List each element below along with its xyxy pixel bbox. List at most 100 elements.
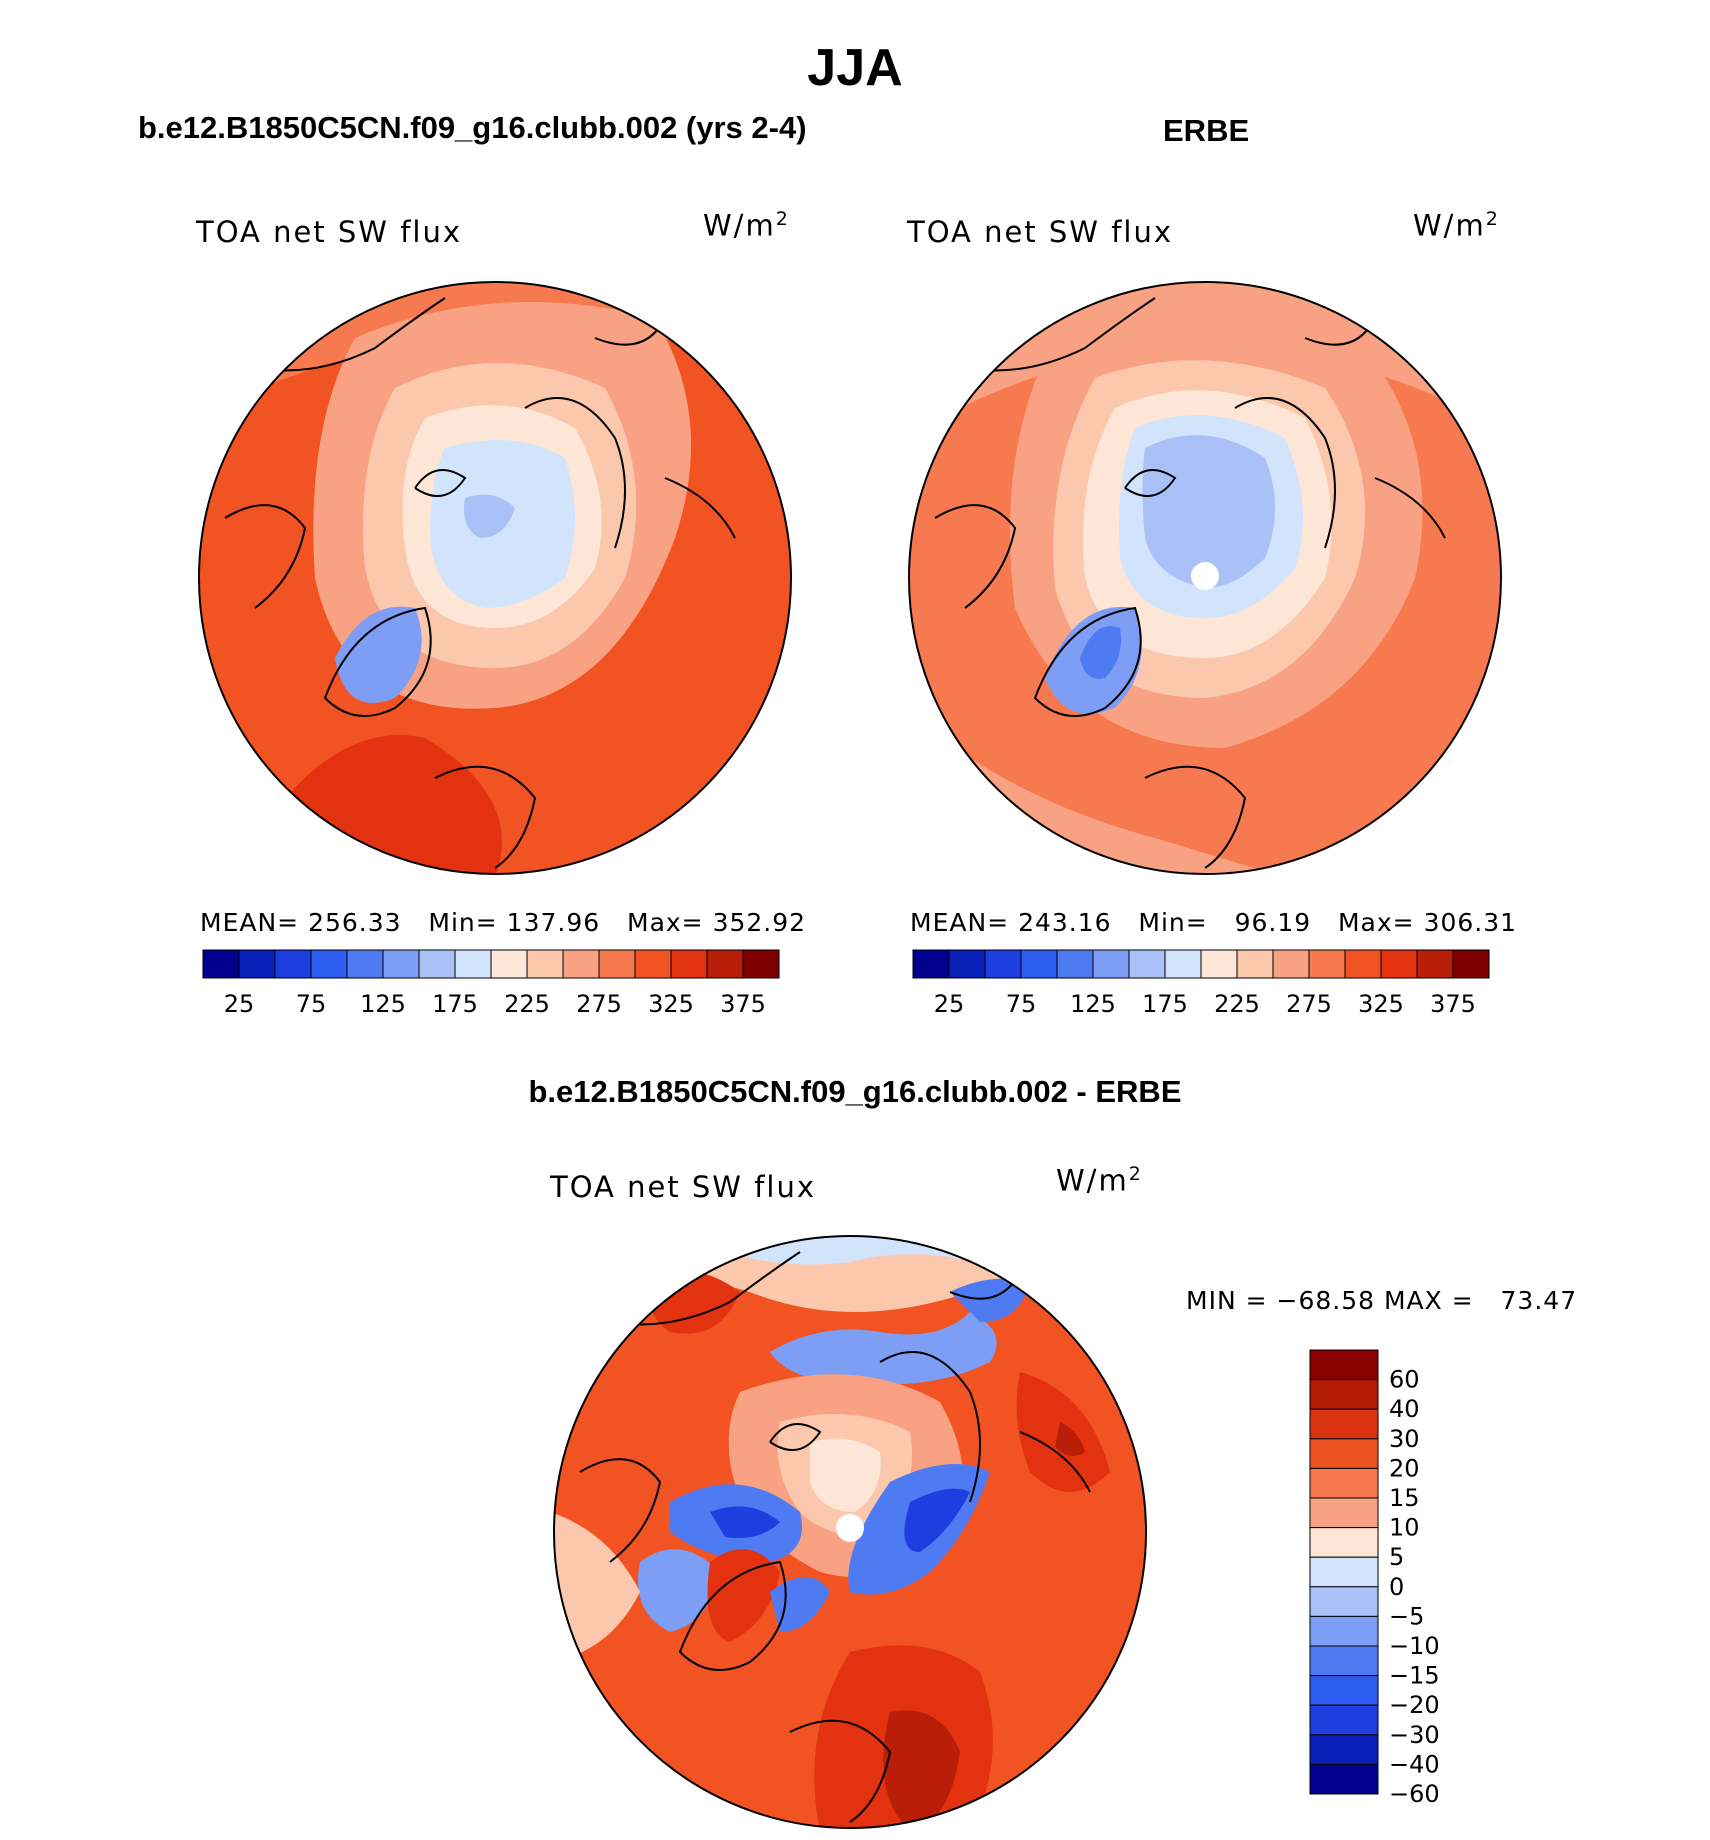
colorbar-swatch	[1092, 949, 1130, 979]
colorbar-swatch	[1344, 949, 1382, 979]
colorbar-tick-label: 25	[224, 990, 255, 1018]
colorbar-swatch	[1308, 949, 1346, 979]
colorbar-tick-label: 225	[1214, 990, 1260, 1018]
model-max-label: Max=	[627, 908, 704, 937]
colorbar-swatch	[948, 949, 986, 979]
colorbar-tick-label: −30	[1389, 1721, 1440, 1749]
colorbar-swatch	[526, 949, 564, 979]
diff-variable-label: TOA net SW flux	[550, 1170, 817, 1204]
model-units-base: W/m	[703, 208, 776, 243]
colorbar-swatch	[562, 949, 600, 979]
obs-mean-label: MEAN=	[910, 908, 1010, 937]
model-variable-label: TOA net SW flux	[196, 215, 463, 249]
colorbar-swatch	[382, 949, 420, 979]
colorbar-swatch	[1309, 1645, 1379, 1677]
colorbar-tick-label: 75	[296, 990, 327, 1018]
colorbar-swatch	[912, 949, 950, 979]
colorbar-tick-label: 325	[648, 990, 694, 1018]
colorbar-swatch	[310, 949, 348, 979]
model-mean-label: MEAN=	[200, 908, 300, 937]
colorbar-swatch	[670, 949, 708, 979]
colorbar-tick-label: 75	[1006, 990, 1037, 1018]
colorbar-swatch	[1309, 1675, 1379, 1706]
colorbar-swatch	[706, 949, 744, 979]
colorbar-swatch	[490, 949, 528, 979]
colorbar-swatch	[634, 949, 672, 979]
colorbar-swatch	[1416, 949, 1454, 979]
season-title: JJA	[807, 39, 903, 97]
colorbar-swatch	[984, 949, 1022, 979]
diff-max-value: 73.47	[1500, 1286, 1578, 1315]
colorbar-tick-label: 325	[1358, 990, 1404, 1018]
diff-stats: MIN = −68.58 MAX = 73.47	[1186, 1286, 1577, 1315]
diff-units-exp: 2	[1128, 1163, 1143, 1185]
colorbar-tick-label: 40	[1389, 1395, 1420, 1423]
colorbar-swatch	[1020, 949, 1058, 979]
colorbar-swatch	[1164, 949, 1202, 979]
diff-units-label: W/m2	[1056, 1163, 1143, 1198]
colorbar-swatch	[1309, 1763, 1379, 1795]
colorbar-tick-label: 375	[720, 990, 766, 1018]
model-colorbar: 25 75 125 175 225 275 325 375	[202, 949, 780, 1018]
colorbar-tick-label: 5	[1389, 1543, 1404, 1571]
colorbar-swatch	[1309, 1349, 1379, 1381]
obs-min-value: 96.19	[1234, 908, 1312, 937]
colorbar-swatch	[346, 949, 384, 979]
colorbar-tick-label: 175	[1142, 990, 1188, 1018]
colorbar-tick-label: 125	[1070, 990, 1116, 1018]
model-mean-value: 256.33	[308, 908, 402, 937]
colorbar-swatch	[1309, 1408, 1379, 1440]
colorbar-tick-label: 10	[1389, 1514, 1420, 1542]
colorbar-swatch	[1309, 1556, 1379, 1588]
colorbar-swatch	[1309, 1527, 1379, 1558]
colorbar-tick-label: −15	[1389, 1662, 1440, 1690]
obs-units-label: W/m2	[1413, 208, 1500, 243]
colorbar-swatch	[1236, 949, 1274, 979]
colorbar-tick-label: −60	[1389, 1780, 1440, 1808]
obs-mean-value: 243.16	[1018, 908, 1112, 937]
obs-panel-title: ERBE	[1163, 113, 1250, 148]
colorbar-tick-label: 175	[432, 990, 478, 1018]
model-units-exp: 2	[775, 208, 790, 230]
colorbar-swatch	[1200, 949, 1238, 979]
colorbar-swatch	[1128, 949, 1166, 979]
model-stats: MEAN= 256.33 Min= 137.96 Max= 352.92	[200, 908, 806, 937]
colorbar-tick-label: 0	[1389, 1573, 1404, 1601]
model-units-label: W/m2	[703, 208, 790, 243]
colorbar-swatch	[274, 949, 312, 979]
diff-max-label: MAX =	[1383, 1286, 1474, 1315]
diff-min-label: MIN =	[1186, 1286, 1268, 1315]
colorbar-swatch	[202, 949, 240, 979]
colorbar-swatch	[1309, 1734, 1379, 1765]
colorbar-tick-label: 375	[1430, 990, 1476, 1018]
diff-units-base: W/m	[1056, 1163, 1129, 1198]
colorbar-tick-label: −10	[1389, 1632, 1440, 1660]
colorbar-swatch	[742, 949, 780, 979]
colorbar-swatch	[1272, 949, 1310, 979]
colorbar-swatch	[1309, 1497, 1379, 1529]
colorbar-swatch	[1380, 949, 1418, 979]
colorbar-swatch	[454, 949, 492, 979]
colorbar-swatch	[598, 949, 636, 979]
colorbar-swatch	[1309, 1467, 1379, 1499]
colorbar-swatch	[418, 949, 456, 979]
colorbar-tick-label: −20	[1389, 1691, 1440, 1719]
diff-polar-map	[553, 1235, 1147, 1829]
obs-polar-map	[908, 281, 1502, 875]
colorbar-swatch	[1452, 949, 1490, 979]
obs-colorbar: 25 75 125 175 225 275 325 375	[912, 949, 1490, 1018]
obs-max-value: 306.31	[1423, 908, 1518, 937]
model-panel-title: b.e12.B1850C5CN.f09_g16.clubb.002 (yrs 2…	[138, 110, 807, 145]
colorbar-swatch	[1309, 1704, 1379, 1736]
obs-units-base: W/m	[1413, 208, 1486, 243]
colorbar-tick-label: 25	[934, 990, 965, 1018]
model-max-value: 352.92	[712, 908, 807, 937]
colorbar-tick-label: 275	[1286, 990, 1332, 1018]
colorbar-swatch	[1309, 1615, 1379, 1647]
model-min-label: Min=	[428, 908, 498, 937]
colorbar-tick-label: 15	[1389, 1484, 1420, 1512]
colorbar-tick-label: 30	[1389, 1425, 1420, 1453]
colorbar-tick-label: 60	[1389, 1366, 1420, 1394]
colorbar-tick-label: 225	[504, 990, 550, 1018]
